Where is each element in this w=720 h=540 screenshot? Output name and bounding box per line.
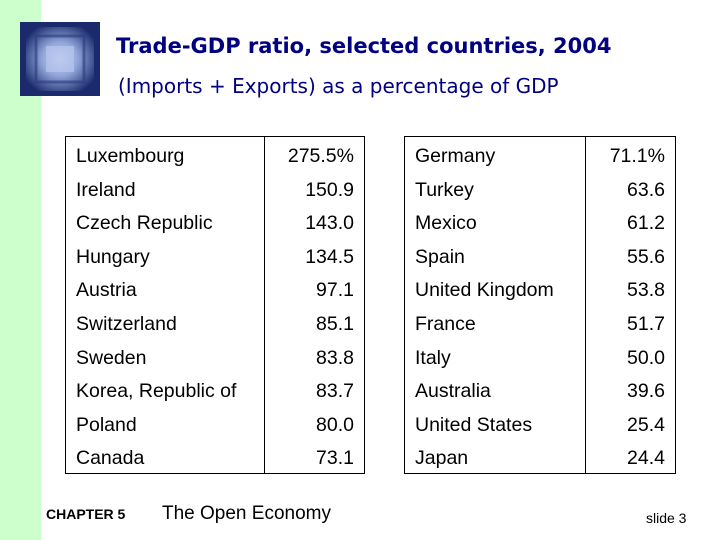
slide-subtitle: (Imports + Exports) as a percentage of G… (118, 74, 559, 98)
trade-gdp-value: 63.6 (627, 178, 665, 201)
table-row: Canada 73.1 (66, 439, 364, 473)
trade-gdp-value: 85.1 (316, 313, 354, 335)
table-row: United States 25.4 (405, 406, 675, 440)
table-row: Austria 97.1 (66, 271, 364, 305)
trade-gdp-value: 39.6 (627, 380, 665, 403)
table-row: Sweden 83.8 (66, 339, 364, 373)
trade-gdp-value: 25.4 (627, 413, 665, 436)
country-name: Italy (415, 346, 451, 369)
table-row: Turkey 63.6 (405, 171, 675, 205)
country-name: Hungary (76, 245, 150, 268)
table-row: Italy 50.0 (405, 339, 675, 373)
book-title: The Open Economy (162, 503, 331, 524)
country-name: Sweden (76, 346, 147, 369)
slide-title: Trade-GDP ratio, selected countries, 200… (116, 34, 612, 58)
trade-gdp-value: 80.0 (316, 413, 354, 436)
trade-gdp-value: 50.0 (627, 346, 665, 369)
country-name: Korea, Republic of (76, 380, 237, 403)
trade-gdp-value: 134.5 (305, 245, 354, 268)
table-row: France 51.7 (405, 305, 675, 339)
trade-gdp-value: 61.2 (627, 212, 665, 235)
country-name: United States (415, 413, 533, 436)
country-name: Germany (415, 145, 496, 167)
trade-gdp-value: 97.1 (316, 279, 354, 302)
table-row: Ireland 150.9 (66, 171, 364, 205)
table-row: Australia 39.6 (405, 372, 675, 406)
right-country-table: Germany 71.1% Turkey 63.6 Mexico 61.2 Spain 55.… (404, 136, 676, 474)
table-row: Luxembourg 275.5% (66, 137, 364, 171)
chapter-label: CHAPTER 5 (46, 506, 126, 522)
country-name: Canada (76, 447, 145, 470)
table-row: Spain 55.6 (405, 238, 675, 272)
table-row: Korea, Republic of 83.7 (66, 372, 364, 406)
trade-gdp-value: 24.4 (627, 447, 665, 470)
trade-gdp-value: 83.8 (316, 346, 354, 369)
table-row: Japan 24.4 (405, 439, 675, 473)
left-country-table: Luxembourg 275.5% Ireland 150.9 Czech Republ… (65, 136, 365, 474)
table-row: Czech Republic 143.0 (66, 204, 364, 238)
trade-gdp-value: 73.1 (316, 447, 354, 470)
table-row: Switzerland 85.1 (66, 305, 364, 339)
country-name: Turkey (415, 178, 474, 201)
country-name: United Kingdom (415, 279, 554, 302)
country-name: Czech Republic (76, 212, 213, 235)
column-divider (585, 137, 586, 473)
table-row: United Kingdom 53.8 (405, 271, 675, 305)
trade-gdp-value: 55.6 (627, 245, 665, 268)
trade-gdp-value: 83.7 (316, 380, 354, 403)
trade-gdp-value: 275.5% (287, 145, 354, 167)
slide-number: slide 3 (646, 510, 687, 526)
column-divider (264, 137, 265, 473)
country-name: Poland (76, 413, 137, 436)
country-name: Switzerland (76, 313, 177, 335)
country-name: Japan (415, 447, 469, 470)
country-name: Austria (76, 279, 137, 302)
country-name: Luxembourg (76, 145, 185, 167)
trade-gdp-value: 143.0 (305, 212, 354, 235)
square-logo-icon (20, 22, 100, 96)
country-name: Ireland (76, 178, 136, 201)
table-row: Poland 80.0 (66, 406, 364, 440)
table-row: Germany 71.1% (405, 137, 675, 171)
table-row: Mexico 61.2 (405, 204, 675, 238)
country-name: Mexico (415, 212, 477, 235)
trade-gdp-value: 150.9 (305, 178, 354, 201)
country-name: Spain (415, 245, 465, 268)
table-row: Hungary 134.5 (66, 238, 364, 272)
country-name: Australia (415, 380, 491, 403)
trade-gdp-value: 71.1% (609, 145, 665, 167)
trade-gdp-value: 51.7 (627, 313, 665, 335)
trade-gdp-value: 53.8 (627, 279, 665, 302)
country-name: France (415, 313, 476, 335)
